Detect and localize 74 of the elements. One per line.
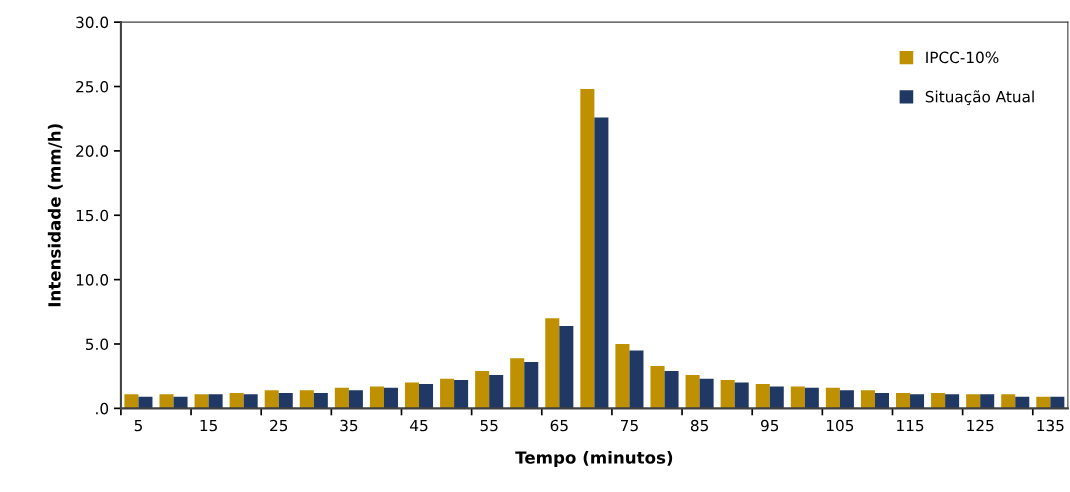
bar (243, 394, 258, 409)
bar (404, 382, 420, 409)
bar (383, 387, 398, 409)
bar (559, 325, 574, 409)
bar (980, 394, 995, 409)
bar (208, 394, 223, 409)
bar (278, 392, 293, 409)
bar (734, 382, 749, 409)
legend-label: IPCC-10% (926, 51, 999, 64)
x-tick-label: 35 (340, 419, 358, 432)
y-tick-label: 5.0 (85, 338, 109, 351)
x-tick-label: 55 (480, 419, 498, 432)
x-tick-label: 65 (550, 419, 568, 432)
bar (348, 390, 363, 409)
bar (804, 387, 819, 409)
bar (790, 386, 805, 409)
y-tick-label: 15.0 (76, 209, 109, 222)
bar (545, 318, 560, 409)
bar (755, 383, 770, 409)
bar (966, 394, 981, 409)
bar (615, 343, 630, 409)
bar (874, 392, 889, 409)
bar (454, 380, 469, 409)
x-tick-label: 95 (760, 419, 779, 432)
x-tick-label: 25 (270, 419, 288, 432)
x-tick-label: 105 (826, 419, 854, 432)
bar (910, 394, 925, 409)
bar (594, 117, 609, 409)
y-tick-label: 10.0 (76, 274, 109, 286)
bar (685, 374, 700, 409)
y-tick-label: 25.0 (76, 80, 109, 93)
x-tick-label: 85 (690, 419, 708, 432)
bar (334, 387, 349, 409)
bar (475, 371, 490, 409)
bar (159, 394, 174, 409)
bar (299, 390, 314, 409)
bar (510, 358, 525, 409)
legend-label: Situação Atual (925, 90, 1034, 106)
bar (896, 392, 911, 409)
bar (524, 362, 539, 409)
y-tick-label: 30.0 (76, 16, 109, 29)
bar (629, 350, 644, 409)
x-tick-label: 135 (1037, 419, 1064, 432)
bar (419, 383, 434, 409)
x-tick-label: 115 (897, 419, 924, 432)
bar (440, 378, 455, 409)
bar (580, 89, 595, 409)
bar (264, 390, 279, 409)
bar (1001, 394, 1016, 409)
bar (839, 390, 854, 409)
bar (489, 374, 504, 409)
y-tick-label: 20.0 (76, 145, 109, 157)
y-axis-title: Intensidade (mm/h) (47, 124, 63, 307)
x-axis-title: Tempo (minutos) (515, 450, 673, 468)
bar (945, 394, 960, 409)
bar (860, 390, 875, 409)
bar (124, 394, 139, 409)
bar (369, 386, 384, 409)
x-tick-label: 75 (620, 419, 638, 432)
x-tick-label: 45 (410, 419, 428, 432)
x-tick-label: 125 (967, 419, 994, 432)
bar (194, 394, 209, 409)
bar (229, 392, 244, 409)
bar (650, 365, 665, 409)
bar (769, 386, 784, 409)
bar (720, 380, 735, 409)
bar (825, 387, 840, 409)
bar (313, 392, 328, 409)
bar (931, 392, 946, 409)
y-tick-label: .0 (96, 402, 109, 415)
x-tick-label: 5 (134, 419, 142, 432)
bar (664, 371, 679, 409)
bar (699, 378, 714, 409)
x-tick-label: 15 (200, 419, 217, 432)
